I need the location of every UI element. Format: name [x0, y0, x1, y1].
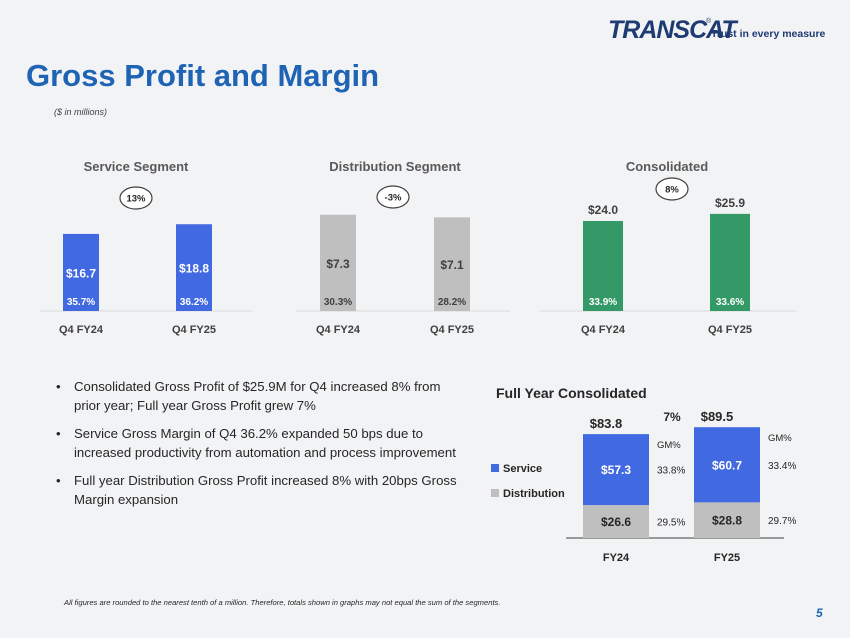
bar	[434, 217, 470, 311]
legend-label: Service	[503, 463, 542, 475]
x-tick-label: Q4 FY25	[430, 324, 474, 336]
page-number: 5	[816, 606, 823, 620]
chart-title: Consolidated	[626, 159, 708, 174]
x-tick-label: Q4 FY24	[316, 324, 361, 336]
stacked-bar-segment	[583, 434, 649, 506]
total-label: $83.8	[590, 416, 623, 431]
bar-margin-label: 28.2%	[438, 297, 466, 308]
segment-value-label: $60.7	[712, 458, 742, 472]
segment-value-label: $26.6	[601, 515, 631, 529]
page-title: Gross Profit and Margin	[26, 58, 380, 93]
growth-bubble	[119, 186, 153, 210]
segment-margin-label: 29.5%	[657, 518, 685, 529]
total-label: $89.5	[701, 409, 734, 424]
bullet-text: Service Gross Margin of Q4 36.2% expande…	[74, 426, 456, 460]
legend-label: Distribution	[503, 488, 565, 500]
growth-bubble	[376, 185, 410, 209]
bar	[583, 221, 623, 311]
bar	[176, 224, 212, 311]
segment-margin-label: 33.8%	[657, 466, 685, 477]
segment-value-label: $28.8	[712, 514, 742, 528]
bullet-glyph: •	[56, 473, 61, 488]
bar-margin-label: 33.6%	[716, 297, 744, 308]
stacked-bar-segment	[694, 427, 760, 503]
logo-wordmark: TRANSCAT	[608, 16, 737, 44]
bar-margin-label: 30.3%	[324, 297, 352, 308]
bar-margin-label: 35.7%	[67, 297, 95, 308]
stacked-bar-segment	[694, 502, 760, 538]
bar-margin-label: 36.2%	[180, 297, 208, 308]
growth-label: 8%	[665, 185, 679, 196]
bar-value-label: $7.1	[440, 258, 464, 272]
x-tick-label: Q4 FY24	[581, 324, 626, 336]
bullet-item: • Service Gross Margin of Q4 36.2% expand…	[56, 424, 466, 462]
bar-value-label: $25.9	[715, 196, 745, 210]
bullet-item: • Consolidated Gross Profit of $25.9M for…	[56, 377, 466, 415]
gm-header: GM%	[768, 433, 792, 444]
x-tick-label: FY25	[714, 552, 740, 564]
gm-header: GM%	[657, 440, 681, 451]
stacked-bar-segment	[583, 505, 649, 538]
x-tick-label: Q4 FY25	[172, 324, 216, 336]
bar-margin-label: 33.9%	[589, 297, 617, 308]
footnote: All figures are rounded to the nearest t…	[64, 598, 501, 607]
chart-title: Distribution Segment	[329, 159, 461, 174]
bullet-glyph: •	[56, 379, 61, 394]
bar-value-label: $7.3	[326, 257, 350, 271]
legend-swatch	[491, 489, 499, 497]
growth-bubble	[655, 177, 689, 201]
x-tick-label: FY24	[603, 552, 630, 564]
bar	[320, 214, 356, 311]
growth-label: -3%	[385, 193, 402, 204]
bar	[63, 233, 99, 311]
bar-value-label: $24.0	[588, 203, 618, 217]
bar	[710, 213, 750, 311]
logo-registered-mark: ®	[706, 18, 712, 25]
x-tick-label: Q4 FY24	[59, 324, 104, 336]
segment-value-label: $57.3	[601, 463, 631, 477]
legend-swatch	[491, 464, 499, 472]
chart-title: Service Segment	[84, 159, 189, 174]
transcat-logo: TRANSCAT ® Trust in every measure	[608, 16, 825, 46]
logo-tagline: Trust in every measure	[711, 28, 826, 40]
segment-margin-label: 29.7%	[768, 516, 796, 527]
page-subtitle: ($ in millions)	[54, 107, 108, 117]
growth-label: 13%	[126, 194, 146, 205]
bullet-text: Full year Distribution Gross Profit incr…	[74, 473, 457, 507]
segment-margin-label: 33.4%	[768, 461, 796, 472]
x-tick-label: Q4 FY25	[708, 324, 752, 336]
bar-value-label: $16.7	[66, 266, 96, 280]
chart-title: Full Year Consolidated	[496, 385, 647, 401]
growth-label: 7%	[663, 410, 681, 424]
bullet-list: • Consolidated Gross Profit of $25.9M for…	[56, 377, 466, 518]
bullet-item: • Full year Distribution Gross Profit inc…	[56, 471, 466, 509]
bar-value-label: $18.8	[179, 262, 209, 276]
bullet-text: Consolidated Gross Profit of $25.9M for …	[74, 379, 441, 413]
bullet-glyph: •	[56, 426, 61, 441]
